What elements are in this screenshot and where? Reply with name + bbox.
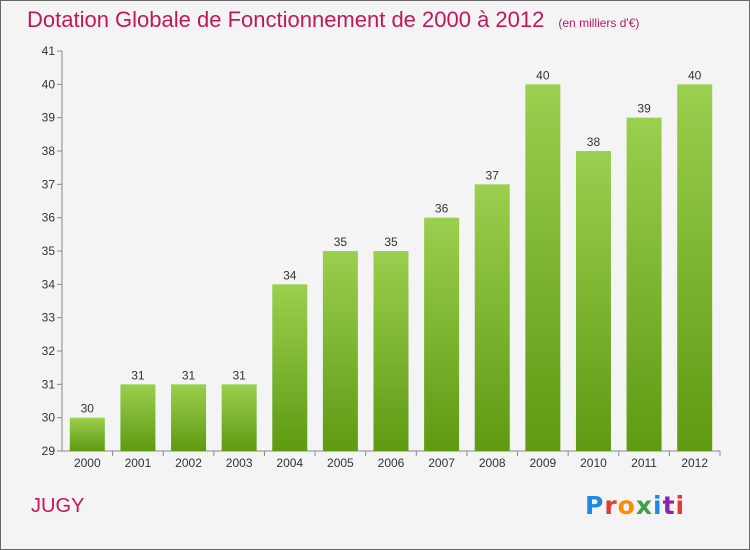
data-label: 31 [131, 368, 145, 382]
data-label: 40 [688, 68, 702, 82]
y-tick-label: 37 [42, 177, 56, 191]
x-tick-label: 2001 [125, 456, 152, 470]
data-label: 39 [637, 102, 651, 116]
y-tick-label: 35 [42, 244, 56, 258]
bar [171, 384, 207, 451]
data-label: 31 [232, 368, 246, 382]
y-tick-label: 34 [42, 277, 56, 291]
x-tick-label: 2011 [631, 456, 657, 470]
x-tick-label: 2008 [479, 456, 506, 470]
x-tick-label: 2007 [428, 456, 455, 470]
y-tick-label: 32 [42, 344, 56, 358]
logo-letter: o [617, 491, 636, 520]
chart-subtitle: (en milliers d'€) [558, 16, 640, 30]
logo-letter: i [675, 491, 686, 520]
bar [677, 84, 713, 451]
x-tick-label: 2003 [226, 456, 253, 470]
x-tick-label: 2004 [276, 456, 303, 470]
x-tick-label: 2012 [681, 456, 708, 470]
bar [69, 417, 105, 451]
y-tick-label: 33 [42, 311, 56, 325]
y-tick-label: 40 [42, 77, 56, 91]
y-tick-label: 30 [42, 411, 56, 425]
x-tick-label: 2000 [74, 456, 101, 470]
chart-title-text: Dotation Globale de Fonctionnement de 20… [27, 7, 545, 32]
y-tick-label: 29 [42, 444, 56, 458]
y-tick-label: 41 [42, 44, 56, 58]
bar [322, 251, 358, 451]
y-tick-label: 31 [42, 377, 56, 391]
data-label: 38 [587, 135, 601, 149]
logo-letter: r [604, 491, 618, 520]
x-tick-label: 2005 [327, 456, 354, 470]
bar [525, 84, 561, 451]
bar [424, 217, 460, 451]
logo-letter: x [635, 491, 653, 520]
data-label: 31 [182, 368, 196, 382]
bar [626, 117, 662, 452]
bar [373, 251, 409, 451]
bar [575, 151, 611, 451]
x-tick-label: 2006 [378, 456, 405, 470]
commune-name: JUGY [31, 495, 85, 517]
data-label: 35 [384, 235, 398, 249]
data-label: 35 [334, 235, 348, 249]
data-label: 30 [81, 402, 95, 416]
bar [120, 384, 156, 451]
x-tick-label: 2009 [529, 456, 556, 470]
x-tick-label: 2002 [175, 456, 202, 470]
proxiti-logo: Proxiti [585, 491, 685, 520]
data-label: 37 [486, 168, 500, 182]
logo-letter: P [585, 491, 605, 520]
bar [474, 184, 510, 452]
y-tick-label: 39 [42, 111, 56, 125]
data-label: 36 [435, 202, 449, 216]
logo-letter: i [653, 491, 663, 520]
bar [272, 284, 308, 451]
x-tick-label: 2010 [580, 456, 607, 470]
data-label: 34 [283, 268, 297, 282]
logo-letter: t [662, 491, 676, 520]
data-label: 40 [536, 68, 550, 82]
bar [221, 384, 257, 451]
y-tick-label: 38 [42, 144, 56, 158]
y-tick-label: 36 [42, 211, 56, 225]
chart-title: Dotation Globale de Fonctionnement de 20… [27, 7, 639, 33]
